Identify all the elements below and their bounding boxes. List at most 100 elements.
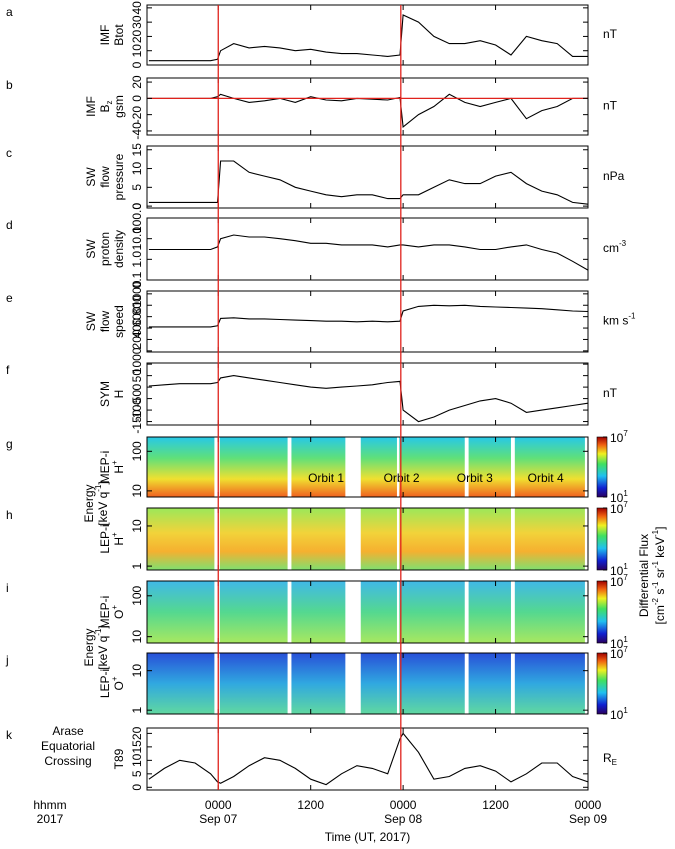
script-text: + — [110, 676, 119, 681]
y-axis-label: LEP-i — [98, 524, 112, 553]
x-tick-label: 1200 — [482, 798, 509, 812]
label-text: Btot — [112, 24, 126, 46]
x-tick-label: 0000 Sep 07 — [199, 798, 237, 826]
label-text: s — [653, 589, 667, 598]
label-text: ] — [653, 527, 667, 530]
label-text: Energy — [82, 484, 96, 522]
panel-frame — [146, 4, 589, 66]
colorbar-base: 10 — [610, 647, 624, 661]
label-text: nT — [603, 27, 618, 41]
y-axis-label: IMF — [84, 96, 98, 117]
colorbar-exponent: 1 — [623, 635, 628, 644]
unit-label: nT — [603, 99, 618, 113]
script-text: + — [110, 605, 119, 610]
spectrogram-block — [219, 508, 288, 570]
colorbar-exponent: 7 — [623, 500, 628, 509]
y-axis-label: speed — [112, 305, 126, 338]
spectrogram-block — [291, 508, 346, 570]
spectrogram-block — [399, 653, 465, 714]
label-text: [keV q — [96, 636, 110, 670]
script-text: -1 — [651, 581, 660, 589]
label-text: [keV q — [96, 492, 110, 526]
energy-label: [keV q-1] — [94, 481, 110, 526]
y-axis-label: O+ — [110, 676, 126, 690]
panel-letter: c — [6, 146, 12, 160]
panel-letter: k — [6, 728, 13, 742]
data-line — [148, 732, 589, 786]
y-axis-label: SW — [84, 167, 98, 187]
y-axis-label: gsm — [112, 95, 126, 118]
spectrogram-block — [399, 581, 465, 643]
script-text: -1 — [94, 628, 103, 636]
label-text: H — [112, 537, 126, 546]
label-text: H — [112, 390, 126, 399]
panel-frame — [146, 362, 589, 426]
label-text: SW — [84, 311, 98, 331]
panel-letter: i — [6, 581, 9, 595]
y-tick-label: 40 — [130, 1, 144, 15]
x-tick-label: 1200 — [297, 798, 324, 812]
label-text: ] — [96, 481, 110, 484]
y-axis-label: LEP-i — [98, 669, 112, 698]
x-tick-label-line: 0000 — [390, 798, 417, 812]
colorbar-base: 10 — [610, 431, 624, 445]
y-tick-label: 0 — [130, 784, 144, 791]
label-text: km s — [603, 314, 628, 328]
y-tick-label: 10 — [130, 664, 144, 678]
spectrogram-block — [147, 581, 215, 643]
y-axis-label: proton — [98, 232, 112, 266]
y-tick-label: 0 — [130, 347, 144, 354]
label-text: proton — [98, 232, 112, 266]
colorbar-label: 107 — [610, 645, 628, 661]
data-line — [148, 234, 589, 271]
y-axis-label: T89 — [112, 748, 126, 769]
y-tick-label: 200 — [130, 329, 144, 349]
y-tick-label: 20 — [130, 75, 144, 89]
label-text: nT — [603, 386, 618, 400]
y-axis-label: H — [112, 390, 126, 399]
orbit-label: Orbit 2 — [384, 471, 420, 485]
panel-letter: f — [6, 363, 10, 377]
y-tick-label: -150 — [130, 409, 144, 433]
y-tick-label: 0 — [130, 95, 144, 102]
y-tick-label: 10 — [130, 753, 144, 767]
label-text: B — [98, 104, 112, 112]
panel-frame — [146, 652, 589, 715]
y-axis-label: Bz — [98, 100, 114, 112]
energy-label: [keV q-1] — [94, 625, 110, 670]
x-tick-label: 0000 Sep 08 — [384, 798, 422, 826]
colorbar-base: 10 — [610, 575, 624, 589]
x-tick-label-line: Sep 07 — [199, 812, 237, 826]
script-text: -1 — [651, 561, 660, 569]
label-text: speed — [112, 305, 126, 338]
spectrogram-block — [360, 508, 397, 570]
panel-frame — [146, 290, 589, 353]
y-tick-label: 10 — [130, 519, 144, 533]
x-tick-label-line: 0000 — [575, 798, 602, 812]
unit-label: RE — [603, 751, 617, 767]
colorbar-label: 101 — [610, 706, 628, 722]
spectrogram-block — [468, 508, 511, 570]
unit-label: cm-3 — [603, 239, 627, 255]
y-tick-label: 0.1 — [130, 271, 144, 288]
y-axis-label: MEP-i — [98, 596, 112, 629]
y-tick-label: 30 — [130, 15, 144, 29]
spectrogram-block — [514, 508, 585, 570]
label-text: LEP-i — [98, 669, 112, 698]
y-axis-label: SW — [84, 311, 98, 331]
y-axis-label: SW — [84, 239, 98, 259]
side-label: Equatorial — [41, 739, 95, 753]
colorbar-label: 101 — [610, 489, 628, 505]
label-text: IMF — [84, 96, 98, 117]
spectrogram-block — [360, 581, 397, 643]
script-text: -3 — [619, 239, 627, 248]
unit-label: nT — [603, 386, 618, 400]
y-tick-label: 400 — [130, 318, 144, 338]
spectrogram-block — [219, 437, 288, 497]
y-axis-label: pressure — [112, 153, 126, 200]
y-axis-label: density — [112, 230, 126, 268]
label-text: cm — [603, 241, 619, 255]
energy-label: Energy — [82, 628, 96, 666]
panel-frame — [146, 145, 589, 209]
